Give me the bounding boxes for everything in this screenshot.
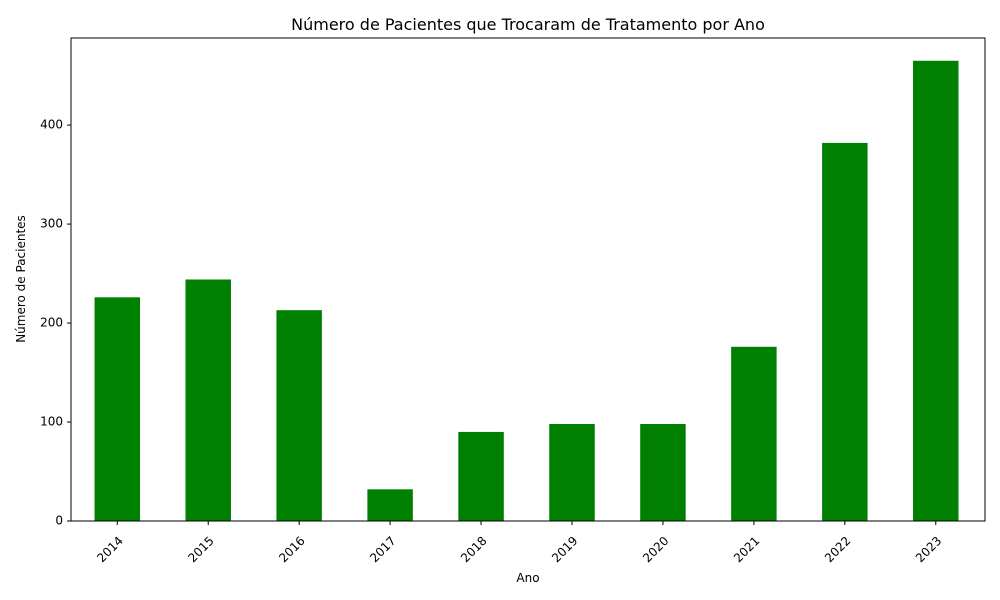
y-tick-label-400: 400 <box>40 118 63 132</box>
x-axis-label: Ano <box>516 571 539 585</box>
x-tick-label-2023: 2023 <box>913 534 944 565</box>
bar-2016 <box>276 310 322 521</box>
bar-2018 <box>458 431 504 521</box>
bar-2017 <box>367 489 413 521</box>
bar-2015 <box>185 279 231 521</box>
x-tick-label-2021: 2021 <box>731 534 762 565</box>
y-tick-label-0: 0 <box>55 514 63 528</box>
bar-2014 <box>94 297 141 521</box>
bar-2019 <box>549 424 595 521</box>
x-tick-label-2017: 2017 <box>367 534 398 565</box>
chart-title: Número de Pacientes que Trocaram de Trat… <box>291 15 765 34</box>
bar-2020 <box>640 424 686 521</box>
y-axis-label: Número de Pacientes <box>14 215 28 343</box>
bar-2021 <box>731 346 777 521</box>
x-tick-label-2018: 2018 <box>458 534 489 565</box>
y-tick-label-200: 200 <box>40 316 63 330</box>
x-tick-label-2020: 2020 <box>640 534 671 565</box>
x-tick-label-2022: 2022 <box>822 534 853 565</box>
bar-2022 <box>822 142 868 521</box>
y-axis-ticks: 0 100 200 300 400 <box>40 118 71 528</box>
x-tick-label-2019: 2019 <box>549 534 580 565</box>
x-axis-ticks: 2014 2015 2016 2017 2018 2019 2020 2021 2022 2023 <box>94 521 944 565</box>
x-tick-label-2015: 2015 <box>185 534 216 565</box>
y-tick-label-300: 300 <box>40 217 63 231</box>
x-tick-label-2014: 2014 <box>94 534 125 565</box>
x-tick-label-2016: 2016 <box>276 534 307 565</box>
y-tick-label-100: 100 <box>40 415 63 429</box>
bar-2023 <box>913 60 959 521</box>
plot-frame <box>70 37 986 522</box>
bars-group <box>94 60 959 521</box>
